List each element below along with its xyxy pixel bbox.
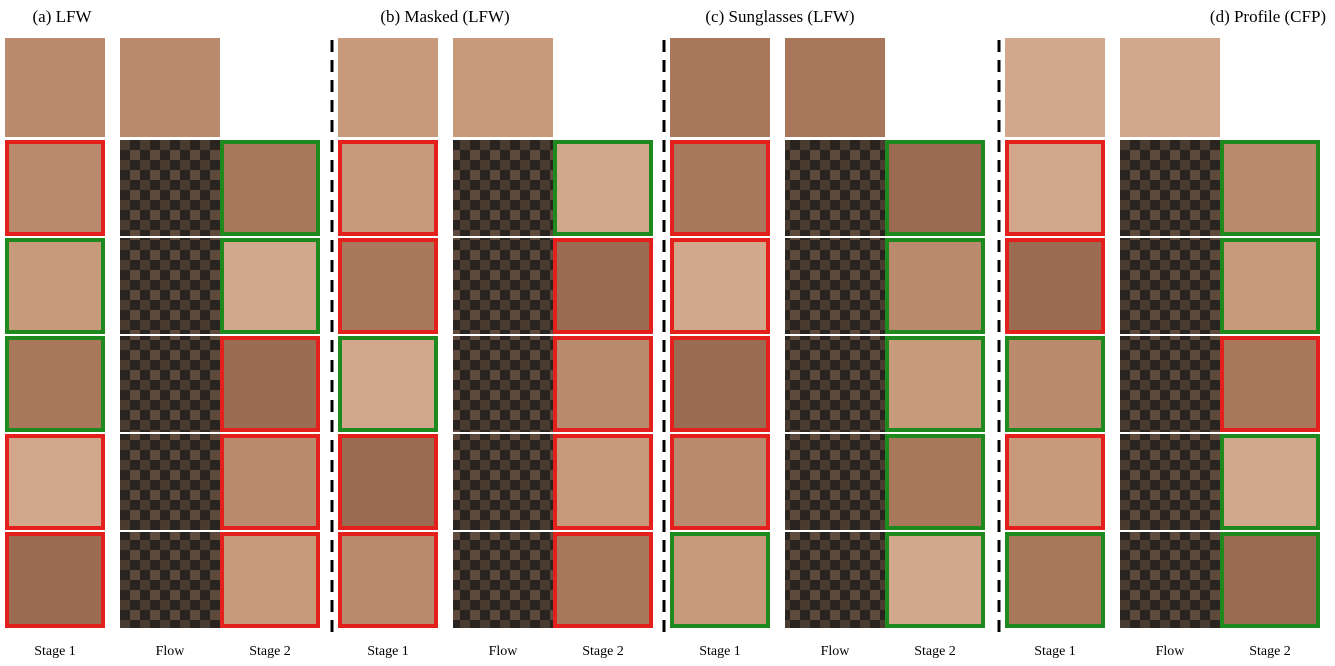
flow-image (1120, 434, 1220, 530)
flow-image (453, 434, 553, 530)
stage2-image (553, 532, 653, 628)
column-label: Flow (156, 644, 186, 659)
stage1-image (5, 336, 105, 432)
stage1-image (1005, 336, 1105, 432)
stage1-image (338, 336, 438, 432)
stage2-image (1220, 336, 1320, 432)
column-label: Stage 2 (249, 644, 291, 659)
flow-image (120, 434, 220, 530)
column-label: Stage 2 (1249, 644, 1291, 659)
column-label: Flow (489, 644, 519, 659)
flow-image (785, 532, 885, 628)
stage2-image (553, 434, 653, 530)
flow-image (453, 532, 553, 628)
stage2-image (885, 140, 985, 236)
flow-image (1120, 140, 1220, 236)
panel-title: (c) Sunglasses (LFW) (705, 7, 854, 26)
stage2-image (885, 434, 985, 530)
column-label: Stage 2 (582, 644, 624, 659)
stage1-image (670, 140, 770, 236)
query-image (120, 38, 220, 137)
flow-image (785, 434, 885, 530)
flow-image (1120, 238, 1220, 334)
stage2-image (553, 336, 653, 432)
stage1-image (670, 532, 770, 628)
flow-image (120, 140, 220, 236)
stage2-image (1220, 532, 1320, 628)
stage1-image (5, 434, 105, 530)
flow-image (120, 336, 220, 432)
query-image (5, 38, 105, 137)
stage2-image (885, 336, 985, 432)
flow-image (785, 140, 885, 236)
stage2-image (220, 532, 320, 628)
stage2-image (220, 434, 320, 530)
stage2-image (1220, 434, 1320, 530)
column-label: Flow (821, 644, 851, 659)
stage1-image (338, 140, 438, 236)
column-label: Stage 2 (914, 644, 956, 659)
stage2-image (220, 238, 320, 334)
query-image (338, 38, 438, 137)
stage2-image (885, 238, 985, 334)
query-image (1120, 38, 1220, 137)
column-label: Stage 1 (1034, 644, 1076, 659)
stage1-image (338, 238, 438, 334)
column-label: Stage 1 (34, 644, 76, 659)
stage2-image (553, 238, 653, 334)
stage1-image (670, 434, 770, 530)
query-image (1005, 38, 1105, 137)
flow-image (120, 532, 220, 628)
stage1-image (670, 336, 770, 432)
stage1-image (5, 532, 105, 628)
column-label: Flow (1156, 644, 1186, 659)
stage1-image (5, 140, 105, 236)
stage1-image (5, 238, 105, 334)
stage1-image (338, 434, 438, 530)
stage2-image (1220, 140, 1320, 236)
stage1-image (1005, 140, 1105, 236)
panel-title: (a) LFW (32, 7, 92, 26)
column-label: Stage 1 (367, 644, 409, 659)
stage1-image (338, 532, 438, 628)
stage1-image (1005, 532, 1105, 628)
query-image (670, 38, 770, 137)
flow-image (453, 140, 553, 236)
stage1-image (1005, 238, 1105, 334)
query-image (785, 38, 885, 137)
flow-image (785, 336, 885, 432)
flow-image (120, 238, 220, 334)
stage1-image (1005, 434, 1105, 530)
panel-title: (b) Masked (LFW) (380, 7, 509, 26)
stage2-image (220, 336, 320, 432)
flow-image (453, 336, 553, 432)
flow-image (1120, 336, 1220, 432)
query-image (453, 38, 553, 137)
flow-image (785, 238, 885, 334)
stage2-image (220, 140, 320, 236)
stage2-image (1220, 238, 1320, 334)
stage1-image (670, 238, 770, 334)
flow-image (1120, 532, 1220, 628)
column-label: Stage 1 (699, 644, 741, 659)
stage2-image (553, 140, 653, 236)
panel-title: (d) Profile (CFP) (1210, 7, 1326, 26)
stage2-image (885, 532, 985, 628)
flow-image (453, 238, 553, 334)
